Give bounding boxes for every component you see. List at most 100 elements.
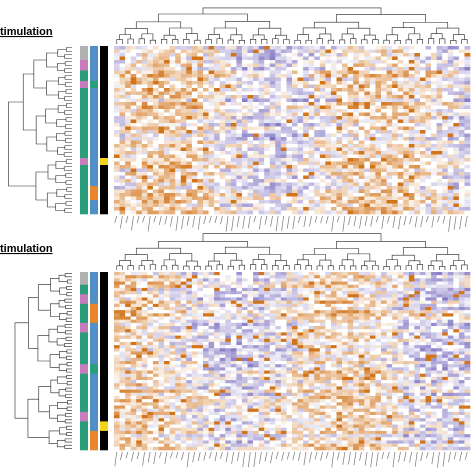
heatmap-cell [425, 186, 432, 190]
heatmap-cell [308, 46, 315, 50]
heatmap-cell [164, 74, 170, 78]
heatmap-cell [408, 126, 415, 131]
heatmap-cell [152, 175, 159, 180]
annotation-bar-2-segment [90, 303, 98, 324]
heatmap-cell [442, 165, 449, 169]
heatmap-cell [230, 345, 237, 349]
heatmap-cell [436, 172, 443, 176]
heatmap-cell [453, 275, 460, 279]
heatmap-cell [152, 133, 159, 138]
heatmap-cell [136, 278, 143, 282]
heatmap-cell [375, 63, 382, 68]
column-dendrogram-branch [141, 260, 154, 266]
column-dendrogram-branch [238, 264, 246, 270]
heatmap-cell [353, 81, 360, 85]
heatmap-cell [414, 81, 421, 85]
heatmap-cell [186, 300, 193, 305]
heatmap-cell [369, 158, 376, 162]
heatmap-cell [152, 70, 159, 75]
heatmap-cell [464, 46, 471, 50]
heatmap-cell [275, 102, 282, 106]
heatmap-cell [247, 130, 254, 134]
heatmap-cell [447, 84, 454, 89]
heatmap-cell [125, 275, 131, 279]
heatmap-cell [114, 313, 120, 317]
heatmap-cell [397, 310, 404, 314]
heatmap-cell [141, 77, 148, 82]
heatmap-cell [414, 133, 421, 138]
heatmap-cell [119, 119, 126, 124]
heatmap-cell [308, 341, 315, 346]
heatmap-cell [392, 88, 398, 92]
heatmap-cell [425, 98, 432, 103]
heatmap-cell [458, 175, 465, 180]
heatmap-cell [419, 341, 426, 346]
heatmap-cell [314, 179, 321, 183]
heatmap-cell [208, 338, 215, 343]
heatmap-cell [325, 275, 332, 279]
heatmap-cell [286, 130, 293, 134]
annotation-bar-3-segment [100, 411, 108, 422]
heatmap-cell [136, 322, 143, 327]
heatmap-cell [286, 154, 293, 159]
heatmap-cell [208, 207, 215, 211]
heatmap-cell [319, 316, 326, 320]
heatmap-cell [208, 60, 215, 64]
heatmap-cell [180, 306, 187, 311]
heatmap-cell [191, 95, 198, 99]
heatmap-cell [342, 300, 348, 305]
heatmap-cell [342, 168, 348, 173]
heatmap-cell [342, 116, 348, 120]
heatmap-cell [253, 137, 259, 141]
heatmap-cell [419, 56, 426, 61]
heatmap-cell [303, 319, 309, 324]
heatmap-cell [219, 186, 226, 190]
heatmap-cell [203, 182, 209, 187]
heatmap-cell [419, 105, 426, 110]
heatmap-cell [264, 77, 271, 82]
heatmap-cell [130, 179, 137, 183]
heatmap-cell [431, 84, 437, 89]
heatmap-cell [297, 88, 304, 92]
heatmap-cell [219, 102, 226, 106]
heatmap-cell [258, 313, 265, 317]
heatmap-cell [425, 119, 432, 124]
heatmap-cell [347, 130, 354, 134]
heatmap-cell [175, 165, 182, 169]
heatmap-cell [453, 335, 460, 340]
heatmap-cell [130, 287, 137, 292]
heatmap-cell [208, 49, 215, 54]
heatmap-cell [236, 168, 243, 173]
heatmap-cell [269, 203, 276, 208]
row-dendrogram-branch [46, 136, 58, 152]
heatmap-panel-bottom: timulation [0, 233, 471, 468]
heatmap-cell [164, 109, 170, 113]
heatmap-cell [203, 130, 209, 134]
heatmap-cell [447, 200, 454, 204]
heatmap-cell [403, 77, 410, 82]
heatmap-cell [297, 130, 304, 134]
heatmap-cell [342, 133, 348, 138]
heatmap-cell [280, 179, 287, 183]
heatmap-cell [119, 70, 126, 75]
heatmap-cell [342, 193, 348, 197]
heatmap-cell [431, 53, 437, 57]
heatmap-cell [130, 316, 137, 320]
heatmap-cell [292, 81, 298, 85]
heatmap-cell [386, 84, 393, 89]
heatmap-cell [458, 294, 465, 298]
heatmap-cell [147, 70, 154, 75]
heatmap-cell [436, 53, 443, 57]
heatmap-cell [314, 203, 321, 208]
heatmap-cell [464, 322, 471, 327]
heatmap-cell [114, 272, 120, 276]
heatmap-cell [203, 151, 209, 155]
heatmap-cell [119, 158, 126, 162]
heatmap-cell [247, 281, 254, 286]
column-dendrogram-branch [327, 39, 335, 44]
heatmap-cell [286, 77, 293, 82]
row-dendrogram-branch [46, 192, 57, 208]
heatmap-cell [230, 74, 237, 78]
heatmap-cell [364, 46, 371, 50]
heatmap-cell [442, 74, 449, 78]
